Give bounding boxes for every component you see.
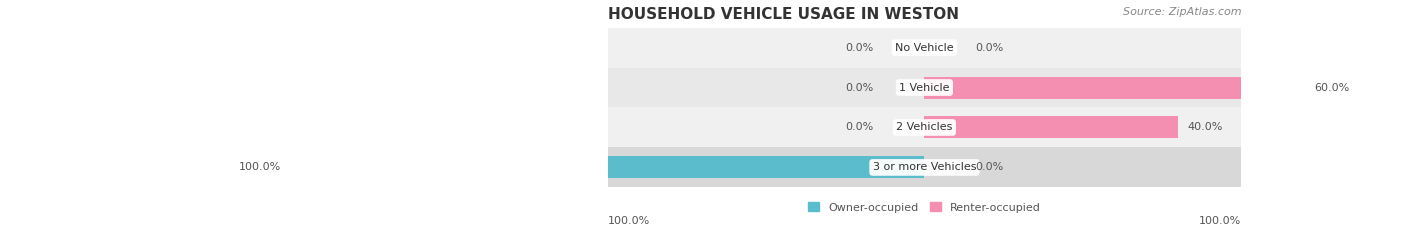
- Text: 0.0%: 0.0%: [845, 83, 873, 92]
- Bar: [607, 147, 1241, 187]
- Text: No Vehicle: No Vehicle: [896, 43, 953, 53]
- Text: 2 Vehicles: 2 Vehicles: [896, 122, 953, 132]
- Text: HOUSEHOLD VEHICLE USAGE IN WESTON: HOUSEHOLD VEHICLE USAGE IN WESTON: [607, 7, 959, 22]
- Text: 40.0%: 40.0%: [1188, 122, 1223, 132]
- Legend: Owner-occupied, Renter-occupied: Owner-occupied, Renter-occupied: [804, 198, 1045, 217]
- Text: 100.0%: 100.0%: [1199, 216, 1241, 226]
- Text: 0.0%: 0.0%: [976, 162, 1004, 172]
- Text: 3 or more Vehicles: 3 or more Vehicles: [873, 162, 976, 172]
- Text: 60.0%: 60.0%: [1315, 83, 1350, 92]
- Bar: [291, 157, 924, 178]
- Bar: [924, 117, 1178, 139]
- Text: 100.0%: 100.0%: [239, 162, 281, 172]
- Text: 1 Vehicle: 1 Vehicle: [900, 83, 949, 92]
- Text: 0.0%: 0.0%: [845, 122, 873, 132]
- Bar: [607, 68, 1241, 107]
- Text: 100.0%: 100.0%: [607, 216, 650, 226]
- Text: Source: ZipAtlas.com: Source: ZipAtlas.com: [1122, 7, 1241, 17]
- Text: 0.0%: 0.0%: [976, 43, 1004, 53]
- Bar: [607, 107, 1241, 147]
- Text: 0.0%: 0.0%: [845, 43, 873, 53]
- Bar: [924, 77, 1305, 99]
- Bar: [607, 28, 1241, 68]
